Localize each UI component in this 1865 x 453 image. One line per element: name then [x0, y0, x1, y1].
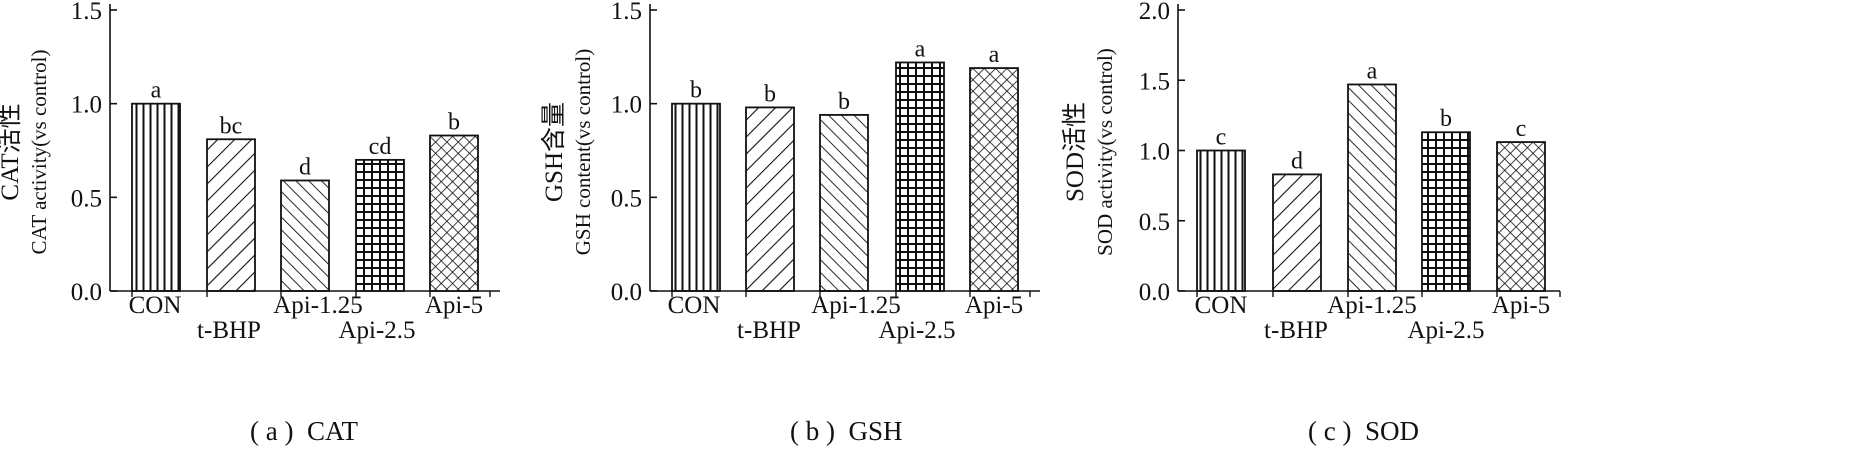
bar	[671, 102, 721, 292]
bar	[745, 106, 795, 292]
y-axis-label-en: SOD activity(vs control)	[1093, 48, 1117, 256]
y-axis-label-en: CAT activity(vs control)	[27, 50, 51, 255]
bar	[1421, 131, 1471, 292]
bar	[429, 134, 479, 292]
significance-letter: b	[1440, 106, 1452, 132]
significance-letter: b	[448, 110, 460, 136]
category-label: Api-2.5	[338, 317, 415, 344]
bar	[280, 179, 330, 292]
category-label: Api-1.25	[1327, 292, 1417, 319]
significance-letter: b	[838, 89, 850, 115]
caption-panel-a: ( a ) CAT	[250, 416, 358, 446]
significance-letter: c	[1216, 125, 1227, 151]
significance-letter: a	[915, 36, 926, 62]
y-axis-label-zh: SOD活性	[1061, 102, 1089, 202]
y-axis-label-zh: CAT活性	[0, 103, 24, 200]
y-tick-label: 1.5	[1139, 68, 1170, 95]
y-tick-label: 0.5	[611, 185, 642, 212]
category-label: t-BHP	[1264, 317, 1328, 344]
category-label: Api-2.5	[878, 317, 955, 344]
y-tick-label: 1.0	[71, 92, 102, 119]
category-label: Api-2.5	[1407, 317, 1484, 344]
significance-letter: a	[1367, 58, 1378, 84]
significance-letter: d	[1291, 148, 1303, 174]
y-tick-label: 2.0	[1139, 0, 1170, 25]
significance-letter: cd	[369, 134, 392, 160]
bar	[1196, 149, 1246, 292]
y-tick-label: 0.0	[71, 279, 102, 306]
category-label: CON	[129, 292, 182, 319]
category-label: t-BHP	[197, 317, 261, 344]
bar	[131, 102, 181, 292]
category-label: CON	[1195, 292, 1248, 319]
y-tick-label: 1.0	[611, 92, 642, 119]
category-label: Api-1.25	[811, 292, 901, 319]
bar	[206, 138, 256, 292]
significance-letter: b	[764, 81, 776, 107]
significance-letter: c	[1516, 116, 1527, 142]
y-axis-label-en: GSH content(vs control)	[571, 49, 595, 255]
bar	[819, 114, 869, 292]
category-label: t-BHP	[737, 317, 801, 344]
y-tick-label: 0.0	[611, 279, 642, 306]
significance-letter: d	[299, 154, 311, 180]
y-tick-label: 0.5	[71, 185, 102, 212]
bar	[895, 61, 945, 292]
chart-panel-b: 0.0 0.5 1.0 1.5 b b b a a CON t-BHP Api-1.25Api-2.5…	[540, 0, 1040, 344]
category-label: CON	[668, 292, 721, 319]
y-axis-label-zh: GSH含量	[540, 102, 568, 202]
y-tick-label: 0.5	[1139, 209, 1170, 236]
bar	[1347, 83, 1397, 292]
bar	[1496, 141, 1546, 292]
y-tick-label: 1.5	[71, 0, 102, 25]
bar	[1272, 173, 1322, 292]
category-label: Api-5	[1492, 292, 1550, 319]
caption-panel-b: ( b ) GSH	[790, 416, 903, 446]
category-label: Api-5	[425, 292, 483, 319]
y-tick-label: 0.0	[1139, 279, 1170, 306]
significance-letter: a	[151, 78, 162, 104]
bar	[355, 158, 405, 292]
category-label: Api-5	[965, 292, 1023, 319]
category-label: Api-1.25	[273, 292, 363, 319]
y-tick-label: 1.0	[1139, 139, 1170, 166]
significance-letter: a	[989, 42, 1000, 68]
caption-panel-c: ( c ) SOD	[1308, 416, 1419, 446]
significance-letter: bc	[220, 113, 243, 139]
significance-letter: b	[690, 78, 702, 104]
bar	[969, 67, 1019, 292]
chart-panel-a: 0.0 0.5 1.0 1.5 a bc d cd b CON t-BHP Api-1.25Api-2…	[0, 0, 500, 344]
y-tick-label: 1.5	[611, 0, 642, 25]
